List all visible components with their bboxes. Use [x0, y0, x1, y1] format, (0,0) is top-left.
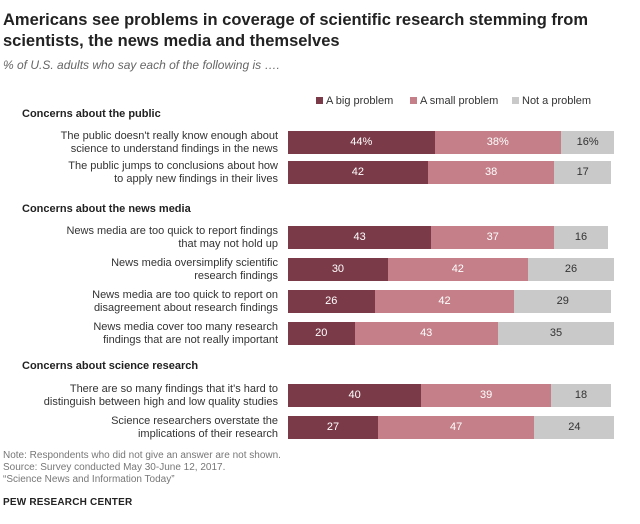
data-label: 18 — [574, 389, 588, 401]
data-label: 42 — [351, 166, 365, 178]
group-label: Concerns about the public — [22, 108, 161, 120]
legend-item: Not a problem — [512, 95, 591, 107]
bar-segment — [354, 322, 498, 345]
row-label-line: Science researchers overstate the — [111, 415, 278, 427]
data-label: 38 — [485, 166, 498, 178]
data-label: 16 — [574, 231, 588, 243]
data-label: 17 — [576, 166, 589, 178]
bar-segment — [288, 322, 355, 345]
footnotes: Note: Respondents who did not give an an… — [3, 450, 281, 486]
bar-segment — [427, 161, 555, 184]
row-label-line: The public jumps to conclusions about ho… — [68, 160, 278, 172]
bar-segment — [288, 384, 422, 407]
data-label: 39 — [479, 389, 493, 401]
legend-label: A big problem — [326, 95, 394, 107]
row-label-line: findings that are not really important — [103, 334, 278, 346]
organization-name: PEW RESEARCH CENTER — [3, 497, 133, 508]
data-label: 27 — [326, 421, 340, 433]
bar-segment — [288, 416, 378, 439]
data-label: 42 — [451, 263, 464, 275]
data-label: 44% — [350, 136, 373, 148]
bar-segment — [514, 290, 611, 313]
data-label: 42 — [438, 295, 451, 307]
row-label-line: to apply new findings in their lives — [114, 173, 278, 185]
row-label-line: News media are too quick to report findi… — [66, 225, 278, 237]
bar-segment — [374, 290, 515, 313]
data-label: 38% — [486, 136, 509, 148]
note-text: Note: Respondents who did not give an an… — [3, 450, 281, 461]
bar-segment — [497, 322, 615, 345]
group-label: Concerns about the news media — [22, 203, 191, 215]
data-label: 37 — [486, 231, 499, 243]
legend-label: Not a problem — [522, 95, 592, 107]
row-label: Science researchers overstate the implica… — [8, 415, 278, 441]
row-label-line: implications of their research — [137, 428, 278, 440]
group-label: Concerns about science research — [22, 360, 199, 372]
row-label: The public doesn't really know enough ab… — [8, 130, 278, 156]
bar-segment — [554, 161, 611, 184]
chart-subtitle: % of U.S. adults who say each of the fol… — [3, 58, 280, 72]
data-label: 24 — [568, 421, 581, 433]
bar-segment — [431, 226, 555, 249]
row-label: News media oversimplify scientific resear… — [8, 257, 278, 283]
bar-segment — [387, 258, 528, 281]
row-label-line: distinguish between high and low quality… — [43, 396, 278, 408]
data-label: 29 — [556, 295, 569, 307]
data-label: 47 — [450, 421, 463, 433]
bar-segment — [527, 258, 615, 281]
row-label-line: News media oversimplify scientific — [111, 257, 278, 269]
data-label: 26 — [325, 295, 338, 307]
legend-label: A small problem — [420, 95, 499, 107]
bar-segment — [551, 384, 611, 407]
row-label-line: The public doesn't really know enough ab… — [60, 130, 278, 142]
legend-item: A big problem — [316, 95, 393, 107]
data-label: 26 — [564, 263, 578, 275]
bar-segment — [377, 416, 535, 439]
bar-segment — [288, 131, 435, 154]
chart-title: Americans see problems in coverage of sc… — [3, 11, 589, 50]
source-text: Source: Survey conducted May 30-June 12,… — [3, 462, 226, 473]
bar-segment — [554, 226, 608, 249]
legend-swatch — [410, 97, 417, 104]
bar-segment — [288, 290, 375, 313]
bar-segment — [534, 416, 615, 439]
bar-segment — [561, 131, 615, 154]
bar-segment — [288, 258, 388, 281]
bar-segment — [288, 226, 432, 249]
row-label-line: News media are too quick to report on — [92, 289, 278, 301]
legend-item: A small problem — [410, 95, 498, 107]
row-label: News media cover too many research findin… — [8, 321, 278, 347]
data-label: 43 — [353, 231, 366, 243]
data-label: 16% — [576, 136, 599, 148]
row-label-line: that may not hold up — [178, 238, 278, 250]
row-label: News media are too quick to report on dis… — [8, 289, 278, 315]
row-label-line: research findings — [194, 270, 278, 282]
data-label: 40 — [348, 389, 361, 401]
row-label: There are so many findings that it's har… — [8, 383, 278, 409]
data-label: 20 — [315, 327, 328, 339]
report-text: “Science News and Information Today” — [3, 474, 175, 485]
row-label: The public jumps to conclusions about ho… — [8, 160, 278, 186]
row-label-line: There are so many findings that it's har… — [69, 383, 278, 395]
bar-segment — [288, 161, 428, 184]
bar-segment — [421, 384, 552, 407]
data-label: 35 — [549, 327, 563, 339]
row-label-line: News media cover too many research — [93, 321, 278, 333]
legend-swatch — [316, 97, 323, 104]
row-label-line: disagreement about research findings — [93, 302, 278, 314]
legend-swatch — [512, 97, 519, 104]
data-label: 30 — [331, 263, 345, 275]
row-label: News media are too quick to report findi… — [8, 225, 278, 251]
bar-segment — [434, 131, 562, 154]
data-label: 43 — [420, 327, 433, 339]
row-label-line: science to understand findings in the ne… — [70, 143, 278, 155]
